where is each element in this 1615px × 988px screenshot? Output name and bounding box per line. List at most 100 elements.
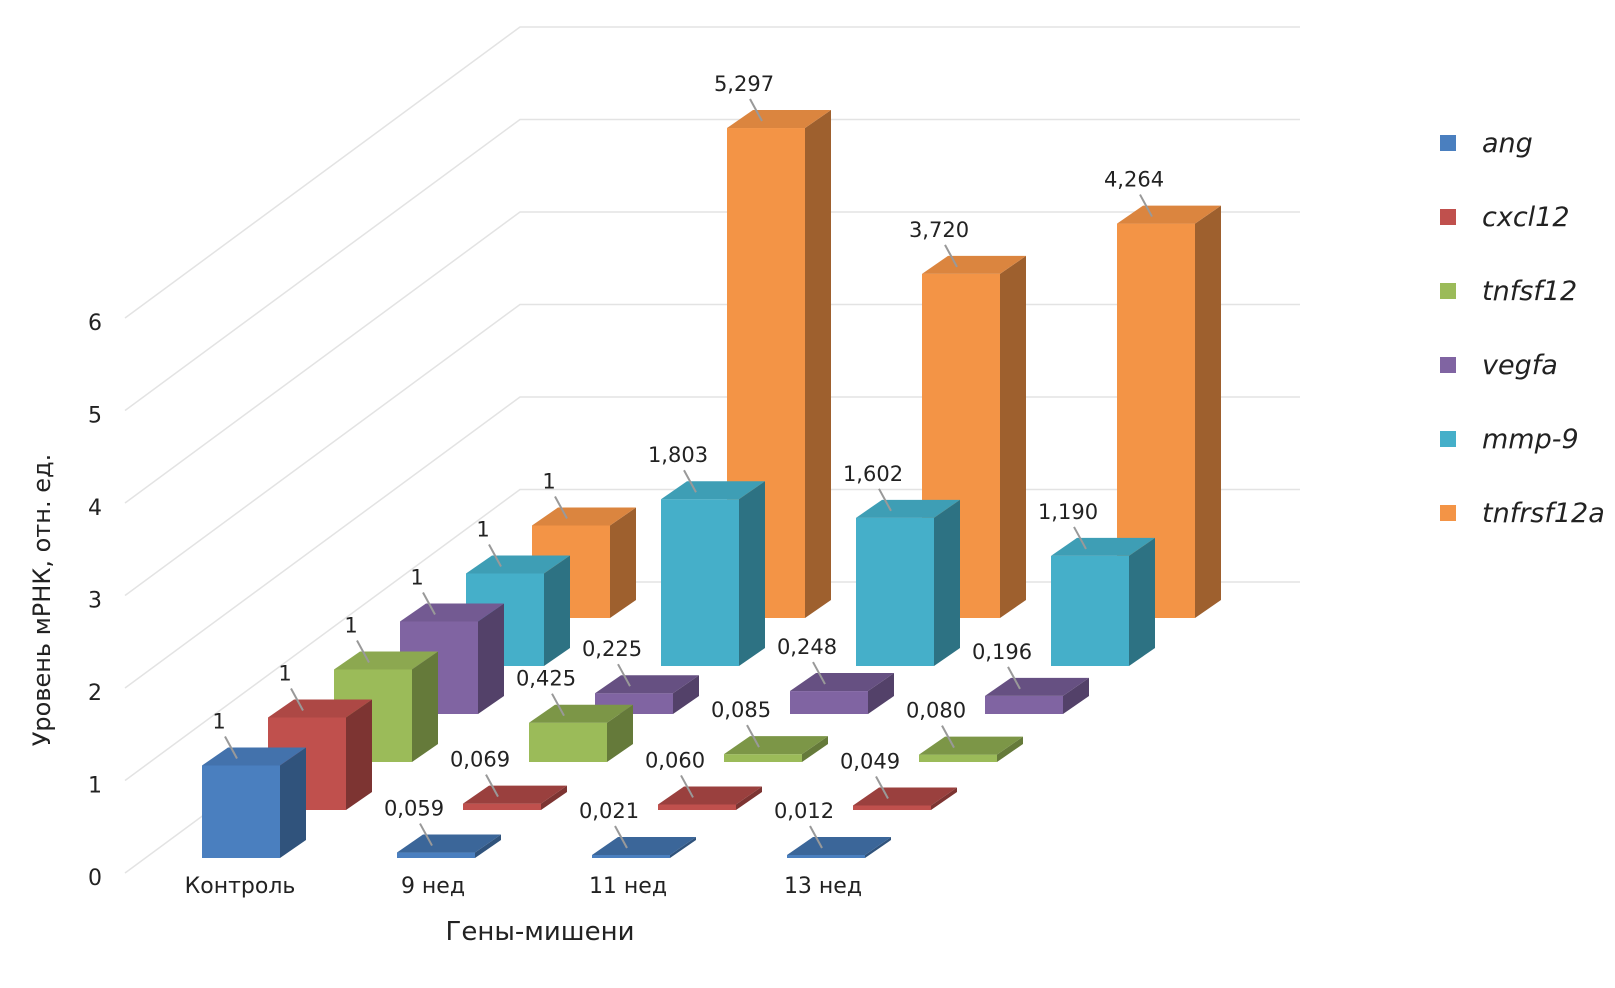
bar-top bbox=[202, 747, 306, 766]
bar-top bbox=[856, 499, 960, 518]
y-tick-label: 0 bbox=[88, 866, 102, 891]
label-leader bbox=[488, 544, 502, 567]
bar-side bbox=[670, 837, 696, 858]
label-leader bbox=[749, 98, 763, 122]
label-leader bbox=[878, 488, 892, 512]
bar-top bbox=[1117, 205, 1221, 224]
data-label: 0,225 bbox=[582, 637, 642, 661]
label-leader bbox=[551, 693, 565, 717]
bar-top bbox=[463, 785, 567, 804]
bar-cxcl12-2: 0,060 bbox=[645, 748, 762, 810]
bar-top bbox=[466, 555, 570, 574]
bar-side bbox=[1000, 255, 1026, 618]
bar-front bbox=[853, 805, 931, 810]
bar-top bbox=[532, 507, 636, 526]
data-label: 0,012 bbox=[774, 799, 834, 823]
bar-side bbox=[997, 736, 1023, 762]
bar-front bbox=[919, 754, 997, 762]
bar-side bbox=[412, 651, 438, 762]
data-label: 0,085 bbox=[711, 698, 771, 722]
bar-top bbox=[595, 675, 699, 694]
legend-label: cxcl12 bbox=[1482, 201, 1570, 233]
data-label: 1 bbox=[212, 710, 225, 734]
bar-top bbox=[529, 704, 633, 723]
bar-tnfsf12-3: 0,080 bbox=[906, 699, 1023, 762]
label-leader bbox=[554, 496, 568, 519]
bar-side bbox=[544, 555, 570, 666]
bar-front bbox=[529, 722, 607, 762]
bar-mmp-9-1: 1,803 bbox=[648, 443, 765, 666]
data-label: 0,069 bbox=[450, 748, 510, 772]
data-label: 3,720 bbox=[909, 218, 969, 242]
label-leader bbox=[356, 640, 370, 663]
bar-ang-0: 1 bbox=[202, 710, 306, 858]
bar-tnfrsf12a-1: 5,297 bbox=[714, 72, 831, 618]
legend-swatch bbox=[1440, 505, 1456, 521]
label-leader bbox=[683, 469, 697, 493]
legend-swatch bbox=[1440, 431, 1456, 447]
bar-top bbox=[400, 603, 504, 622]
bar-side bbox=[802, 736, 828, 762]
bar-top bbox=[985, 677, 1089, 696]
label-leader bbox=[809, 825, 823, 849]
legend: ang cxcl12 tnfsf12 vegfa mmp-9 tnfrsf12a bbox=[1440, 108, 1605, 552]
bar-top bbox=[790, 673, 894, 692]
y-tick-label: 3 bbox=[88, 589, 102, 614]
bar-side bbox=[475, 834, 501, 858]
label-leader bbox=[224, 736, 238, 759]
y-tick-label: 5 bbox=[88, 404, 102, 429]
bar-side bbox=[739, 481, 765, 666]
bar-top bbox=[922, 255, 1026, 274]
bar-vegfa-0: 1 bbox=[400, 566, 504, 714]
bar-side bbox=[736, 786, 762, 810]
legend-label: tnfsf12 bbox=[1482, 275, 1578, 307]
label-leader bbox=[617, 663, 631, 687]
bar-side bbox=[1195, 205, 1221, 618]
bar-side bbox=[934, 499, 960, 666]
legend-item-vegfa: vegfa bbox=[1440, 330, 1605, 400]
legend-item-ang: ang bbox=[1440, 108, 1605, 178]
label-leader bbox=[1007, 666, 1021, 690]
bar-top bbox=[787, 837, 891, 855]
data-label: 1 bbox=[476, 518, 489, 542]
bar-vegfa-3: 0,196 bbox=[972, 640, 1089, 714]
legend-swatch bbox=[1440, 283, 1456, 299]
y-tick-label: 4 bbox=[88, 496, 102, 521]
legend-label: tnfrsf12a bbox=[1482, 497, 1605, 529]
x-axis-label: Гены-мишени bbox=[446, 917, 635, 947]
bar-side bbox=[868, 673, 894, 714]
bar-front bbox=[1051, 555, 1129, 666]
label-leader bbox=[812, 661, 826, 685]
bar-side bbox=[610, 507, 636, 618]
data-label: 0,080 bbox=[906, 699, 966, 723]
legend-item-tnfrsf12a: tnfrsf12a bbox=[1440, 478, 1605, 548]
legend-item-mmp-9: mmp-9 bbox=[1440, 404, 1605, 474]
bar-top bbox=[724, 736, 828, 755]
bar-top bbox=[397, 834, 501, 853]
bar-front bbox=[661, 499, 739, 666]
data-label: 4,264 bbox=[1104, 168, 1164, 192]
bar-side bbox=[346, 699, 372, 810]
bar-front bbox=[592, 855, 670, 858]
bar-cxcl12-3: 0,049 bbox=[840, 749, 957, 810]
bar-tnfsf12-1: 0,425 bbox=[516, 667, 633, 762]
bar-front bbox=[790, 691, 868, 714]
label-leader bbox=[941, 725, 955, 749]
legend-label: vegfa bbox=[1482, 349, 1558, 381]
bar-front bbox=[985, 695, 1063, 714]
bar-front bbox=[856, 517, 934, 666]
x-tick-label: 11 нед bbox=[589, 874, 667, 899]
bar-front bbox=[397, 852, 475, 858]
bar-side bbox=[1129, 537, 1155, 666]
bar-side bbox=[1063, 677, 1089, 714]
gridline bbox=[124, 396, 1300, 689]
data-label: 1,803 bbox=[648, 443, 708, 467]
x-tick-labels: Контроль 9 нед 11 нед 13 нед bbox=[185, 874, 862, 899]
grid bbox=[124, 26, 1300, 874]
bar-mmp-9-2: 1,602 bbox=[843, 462, 960, 666]
x-tick-label: 9 нед bbox=[401, 874, 465, 899]
bar-top bbox=[592, 837, 696, 855]
label-leader bbox=[290, 688, 304, 711]
data-label: 0,248 bbox=[777, 635, 837, 659]
